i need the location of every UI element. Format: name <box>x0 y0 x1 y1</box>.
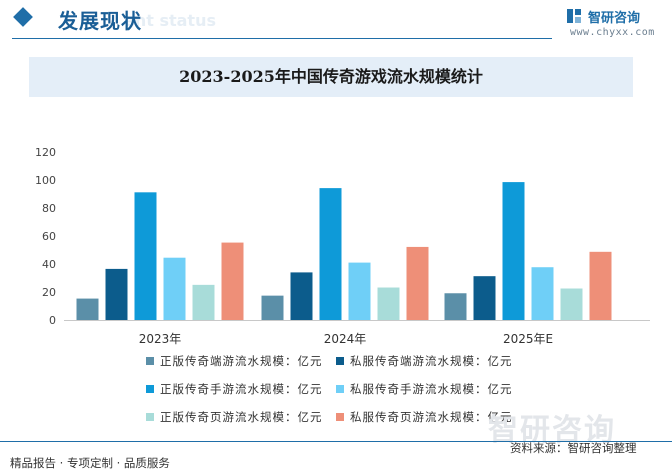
diamond-icon <box>13 7 33 27</box>
bar <box>473 276 496 320</box>
legend-label: 私服传奇手游流水规模：亿元 <box>350 382 513 396</box>
legend-label: 正版传奇端游流水规模：亿元 <box>160 354 323 368</box>
legend-label: 正版传奇手游流水规模：亿元 <box>160 382 323 396</box>
legend-swatch <box>336 385 344 393</box>
bar <box>348 262 371 320</box>
bar <box>319 188 342 320</box>
bar <box>377 287 400 320</box>
legend-label: 正版传奇页游流水规模：亿元 <box>160 410 323 424</box>
x-tick-label: 2025年E <box>503 332 553 345</box>
logo-icon <box>567 9 581 23</box>
watermark: 智研咨询 <box>488 413 616 448</box>
legend-swatch <box>146 357 154 365</box>
legend-label: 私服传奇端游流水规模：亿元 <box>350 354 513 368</box>
section-subtitle: ent status <box>124 11 216 30</box>
bar <box>261 295 284 320</box>
logo-name: 智研咨询 <box>588 11 641 26</box>
bar <box>444 293 467 320</box>
y-tick-label: 80 <box>42 202 56 215</box>
y-tick-label: 100 <box>35 174 56 187</box>
footer-services: 精品报告 · 专项定制 · 品质服务 <box>10 456 170 470</box>
bar <box>134 192 157 320</box>
bar <box>502 182 525 320</box>
legend-swatch <box>146 413 154 421</box>
bar <box>406 246 429 320</box>
brand-logo: 智研咨询 www.chyxx.com <box>566 7 666 41</box>
bar <box>163 257 186 320</box>
chart-title: 2023-2025年中国传奇游戏流水规模统计 <box>179 67 483 86</box>
bar <box>221 242 244 320</box>
header-divider <box>12 38 552 39</box>
legend-label: 私服传奇页游流水规模：亿元 <box>350 410 513 424</box>
footer-divider <box>0 441 672 442</box>
bar <box>105 268 128 320</box>
source-note: 资料来源：智研咨询整理 <box>510 441 637 455</box>
legend-swatch <box>336 413 344 421</box>
x-tick-label: 2024年 <box>324 332 367 345</box>
logo-url: www.chyxx.com <box>570 27 655 38</box>
bar-chart: 0 20 40 60 80 100 120 2023年 2024年 2025年E <box>35 146 650 345</box>
legend-swatch <box>146 385 154 393</box>
chart-title-band: 2023-2025年中国传奇游戏流水规模统计 <box>29 57 633 97</box>
bar <box>290 272 313 320</box>
y-tick-label: 0 <box>49 314 56 327</box>
bar <box>589 251 612 320</box>
bar <box>531 267 554 320</box>
y-tick-label: 120 <box>35 146 56 159</box>
y-tick-label: 60 <box>42 230 56 243</box>
y-tick-label: 20 <box>42 286 56 299</box>
bar <box>192 284 215 320</box>
y-tick-label: 40 <box>42 258 56 271</box>
header: ent status 发展现状 智研咨询 www.chyxx.com <box>0 0 672 42</box>
bar <box>560 288 583 320</box>
legend-swatch <box>336 357 344 365</box>
x-tick-label: 2023年 <box>139 332 182 345</box>
bar <box>76 298 99 320</box>
section-title: 发展现状 <box>58 9 142 33</box>
